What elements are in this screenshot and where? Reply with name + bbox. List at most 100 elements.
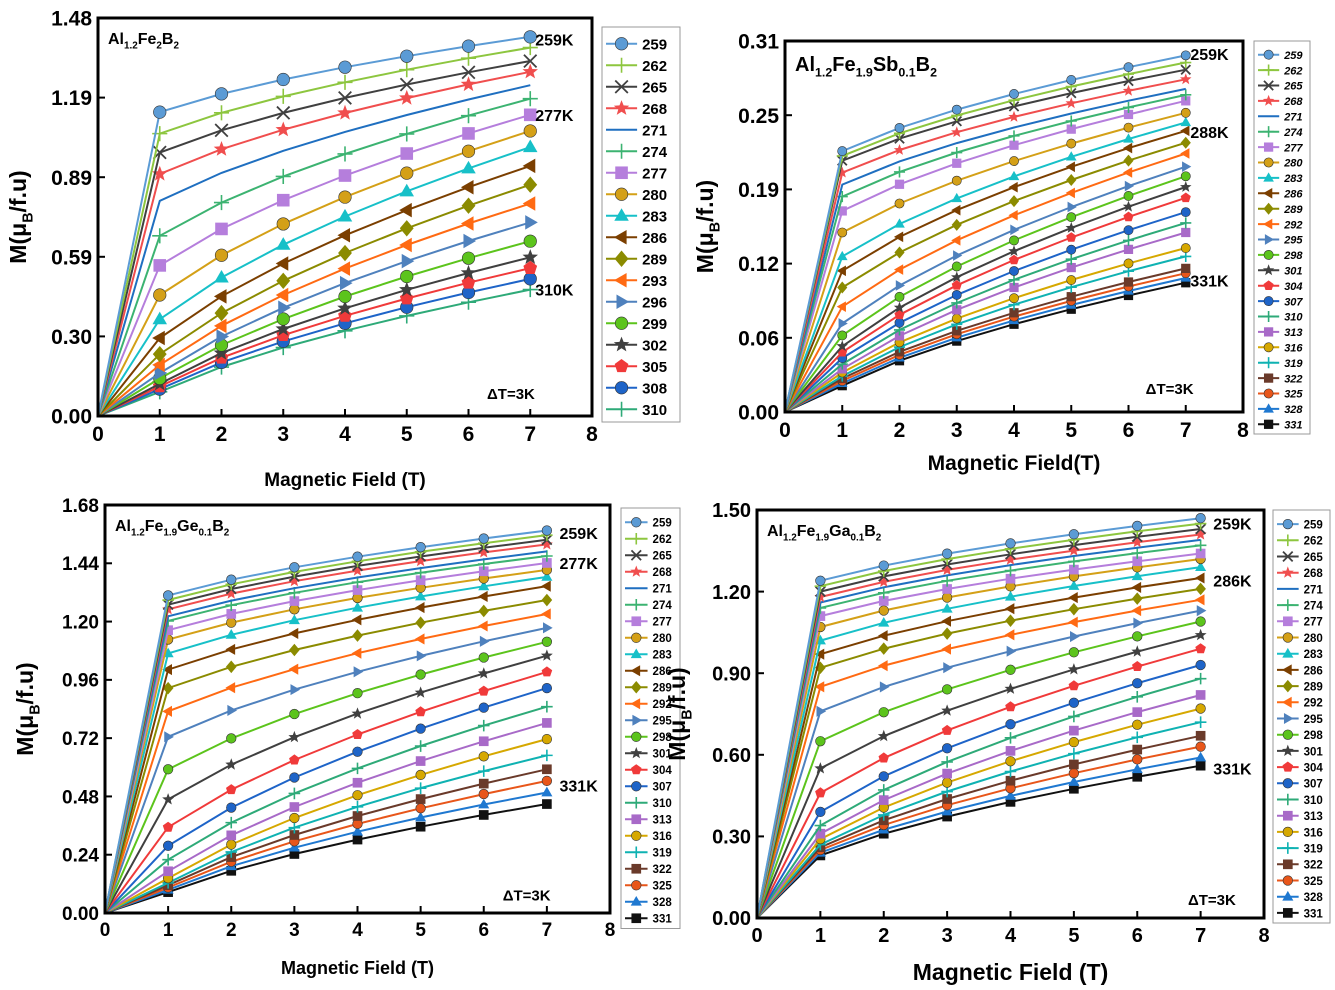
data-point [894, 246, 905, 259]
data-point [951, 204, 961, 216]
legend-label: 265 [1283, 81, 1303, 93]
legend-label: 274 [1283, 127, 1302, 139]
legend-marker [614, 208, 629, 221]
data-point [276, 237, 291, 250]
legend-box [601, 26, 681, 423]
legend-marker [631, 616, 642, 627]
legend-marker [1263, 218, 1273, 230]
data-point [1004, 564, 1017, 577]
legend-marker [1263, 126, 1275, 138]
data-point [1068, 555, 1080, 568]
data-point [351, 825, 364, 836]
data-point [461, 144, 476, 158]
data-point [838, 318, 848, 329]
legend-label: 304 [1284, 281, 1302, 293]
data-point [415, 706, 426, 717]
data-point [162, 664, 172, 676]
y-tick-label: 0.30 [51, 326, 92, 349]
data-point [1009, 266, 1019, 276]
series-line-328 [756, 756, 1201, 919]
series-line-293 [97, 202, 531, 417]
series-line-268 [104, 543, 548, 914]
data-point [541, 734, 553, 745]
legend-label: 310 [642, 402, 667, 419]
data-point [1194, 594, 1205, 606]
data-point [951, 146, 963, 159]
data-point [1008, 195, 1020, 208]
data-point [478, 810, 489, 820]
data-point [1066, 275, 1077, 285]
data-point [460, 264, 477, 280]
data-point [814, 819, 827, 832]
data-point [400, 147, 414, 160]
data-point [1005, 614, 1016, 627]
legend-marker [632, 714, 643, 726]
legend-marker [613, 273, 627, 288]
data-point [225, 587, 238, 599]
legend-marker [613, 336, 630, 352]
series-line-302 [97, 256, 531, 417]
series-line-310 [784, 221, 1187, 413]
data-point [941, 563, 954, 575]
series-line-289 [784, 141, 1187, 413]
series-274K [97, 91, 538, 417]
data-point [1068, 776, 1080, 786]
legend-label: 301 [1304, 746, 1324, 758]
legend-entry-265: 265 [606, 79, 667, 96]
legend-entry-265: 265 [1258, 80, 1303, 93]
data-point [478, 736, 489, 747]
y-tick-label: 1.48 [51, 8, 92, 31]
data-point [942, 794, 952, 804]
data-point [1070, 630, 1080, 643]
data-point [941, 805, 953, 816]
legend-marker [631, 863, 642, 874]
series-310K [104, 700, 553, 914]
data-point [1195, 659, 1206, 671]
y-tick-label: 0.59 [51, 246, 92, 269]
data-point [352, 777, 363, 788]
data-point [289, 596, 300, 606]
annotation-label: 331K [1190, 273, 1229, 290]
data-point [951, 192, 963, 203]
data-point [1123, 244, 1134, 254]
data-point [1180, 50, 1191, 61]
legend-marker [630, 532, 643, 545]
data-point [1005, 756, 1016, 767]
chart-panel-p3: 0 1 2 3 4 5 6 7 8 0.00 0.24 0.48 0.72 0.96 1.20 1.44 1.6… [12, 496, 681, 978]
data-point [478, 788, 489, 800]
legend-marker [630, 796, 643, 809]
x-axis-label: Magnetic Field (T) [281, 958, 434, 978]
data-point [523, 176, 538, 193]
y-tick-label: 0.31 [738, 31, 779, 54]
data-point [1132, 707, 1143, 717]
legend-marker [1282, 729, 1293, 740]
legend-marker [630, 698, 641, 710]
data-point [461, 275, 476, 289]
data-point [1195, 561, 1207, 571]
legend-entry-305: 305 [606, 359, 667, 376]
data-point [399, 281, 415, 297]
y-tick-label: 0.72 [62, 729, 99, 750]
x-axis-label: Magnetic Field (T) [264, 470, 426, 491]
legend-label: 262 [1304, 536, 1323, 548]
legend-marker [631, 632, 642, 643]
legend-marker [1263, 80, 1274, 91]
data-point [461, 39, 476, 53]
data-point [1009, 319, 1019, 329]
legend-label: 298 [1304, 730, 1324, 742]
data-point [1066, 262, 1076, 273]
data-point [1069, 783, 1079, 794]
series-line-289 [104, 599, 548, 914]
x-tick-label: 3 [277, 423, 289, 446]
legend-entry-331: 331 [1277, 908, 1323, 920]
data-point [837, 206, 847, 216]
data-point [213, 289, 227, 304]
legend-label: 299 [642, 316, 667, 333]
data-point [1009, 140, 1019, 150]
data-point [1195, 548, 1206, 559]
data-point [162, 764, 174, 775]
legend-label: 283 [642, 208, 667, 225]
legend-entry-268: 268 [606, 100, 667, 118]
series-line-304 [784, 196, 1187, 413]
data-point [523, 54, 538, 68]
